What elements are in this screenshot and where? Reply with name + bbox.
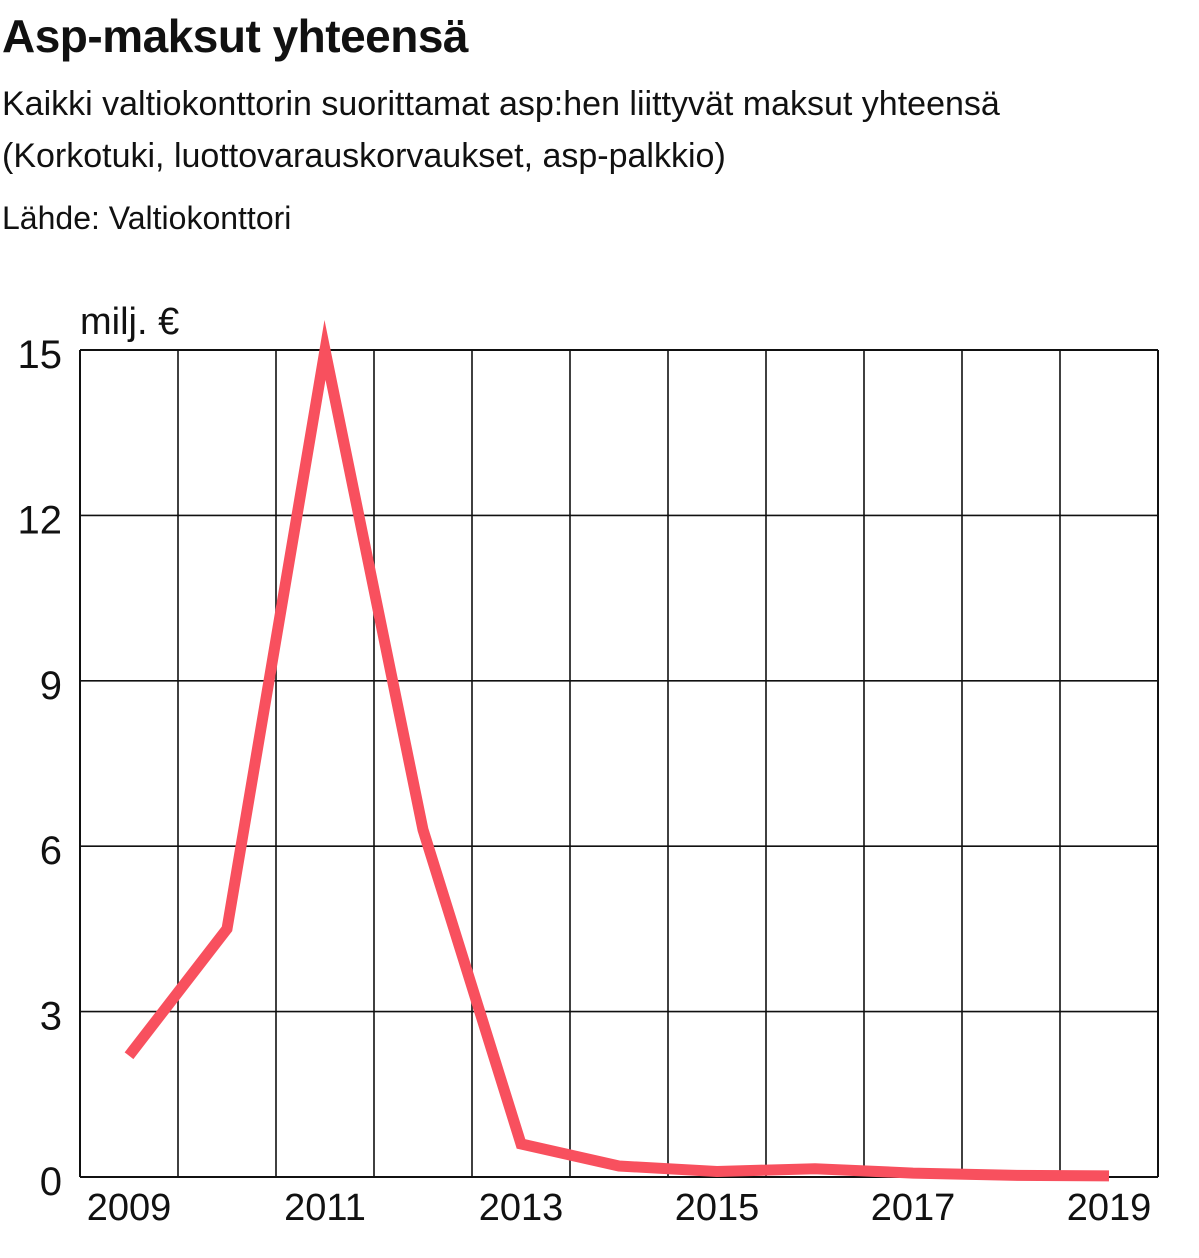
chart-title: Asp-maksut yhteensä — [2, 10, 469, 62]
chart-subtitle: Kaikki valtiokonttorin suorittamat asp:h… — [2, 78, 1000, 182]
x-tick-label: 2015 — [675, 1187, 760, 1229]
chart-labels: 0 3 6 9 12 15 milj. € 2009 2011 2013 2015 2017 2019 — [18, 301, 1152, 1229]
x-tick-label: 2011 — [284, 1187, 366, 1229]
y-tick-label: 15 — [18, 333, 63, 377]
y-tick-label: 9 — [40, 664, 62, 708]
y-axis-label: milj. € — [80, 301, 179, 343]
x-tick-label: 2017 — [871, 1187, 956, 1229]
chart-series — [124, 320, 1110, 1182]
subtitle-line-1: Kaikki valtiokonttorin suorittamat asp:h… — [2, 85, 1000, 123]
chart-grid — [79, 349, 1159, 1178]
chart-source: Lähde: Valtiokonttori — [2, 200, 292, 236]
subtitle-line-2: (Korkotuki, luottovarauskorvaukset, asp-… — [2, 137, 726, 175]
x-tick-label: 2009 — [87, 1187, 172, 1229]
y-tick-label: 12 — [18, 498, 63, 542]
y-tick-label: 3 — [40, 995, 62, 1039]
y-tick-label: 0 — [40, 1160, 62, 1204]
x-tick-label: 2019 — [1067, 1187, 1152, 1229]
y-tick-label: 6 — [40, 829, 62, 873]
x-tick-label: 2013 — [479, 1187, 564, 1229]
